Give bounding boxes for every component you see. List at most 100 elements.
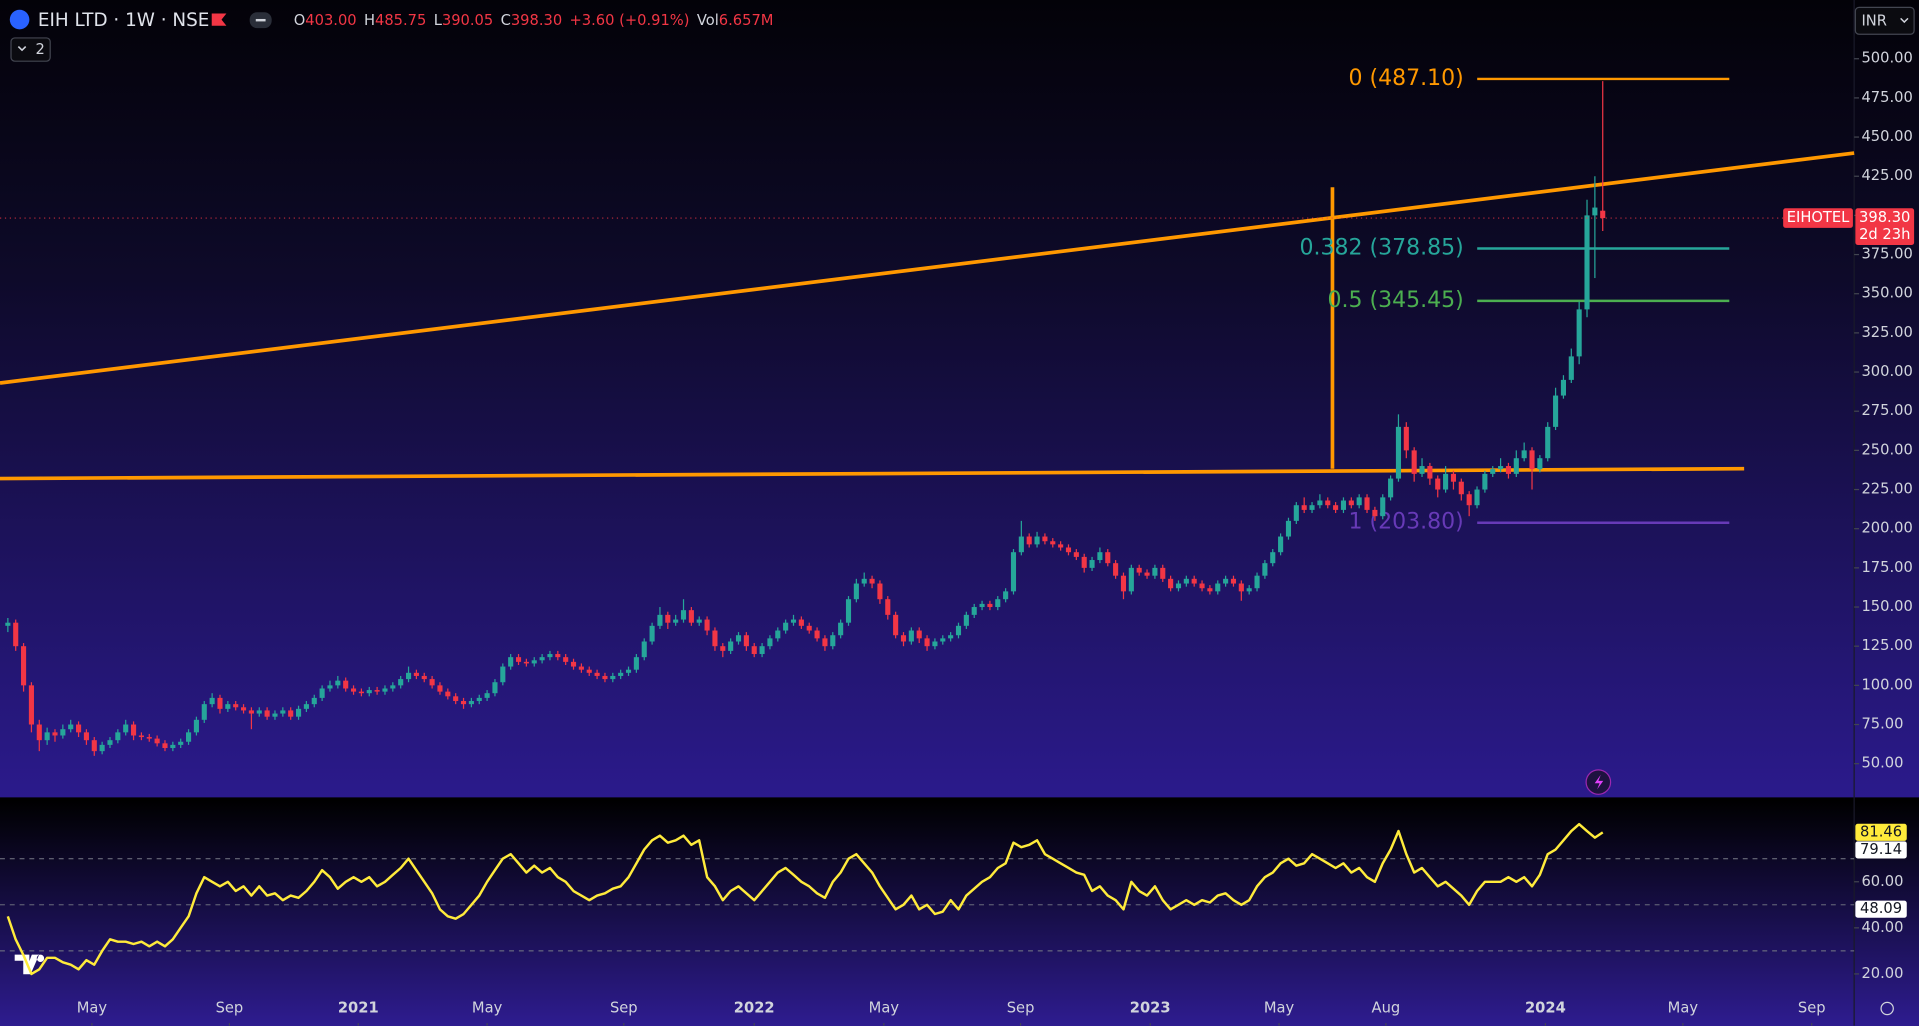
- indicators-toggle[interactable]: [10, 37, 51, 62]
- candle-body: [107, 740, 113, 745]
- x-tick-label: May: [1264, 999, 1295, 1016]
- candle-body: [704, 619, 710, 631]
- candle-body: [1333, 505, 1339, 510]
- candle-body: [1065, 547, 1072, 553]
- candle-body: [178, 741, 184, 745]
- fib-label: 1 (203.80): [1349, 510, 1464, 535]
- candle-body: [1223, 578, 1229, 584]
- candle-body: [1199, 583, 1205, 589]
- candle-body: [955, 625, 962, 636]
- price-tag-bg: [1855, 208, 1915, 245]
- candle-body: [1427, 466, 1433, 479]
- candle-body: [280, 710, 286, 714]
- flag[interactable]: [211, 13, 227, 26]
- candle-body: [76, 724, 82, 733]
- candle-body: [783, 622, 789, 631]
- candle-body: [1419, 466, 1425, 474]
- candle-body: [657, 614, 663, 626]
- y-tick-label: 50.00: [1861, 755, 1903, 772]
- value-tag-bg: [1855, 823, 1907, 841]
- candle-body: [767, 638, 773, 647]
- change: +3.60 (+0.91%): [570, 12, 690, 29]
- candle-body: [877, 583, 883, 600]
- symbol[interactable]: EIH LTD · 1W · NSE: [38, 10, 209, 31]
- x-tick-label: Sep: [1007, 999, 1035, 1016]
- candle-body: [578, 666, 584, 670]
- candle-body: [508, 657, 514, 667]
- candle-body: [625, 669, 632, 673]
- x-tick-label: Sep: [610, 999, 638, 1016]
- candle-body: [547, 654, 553, 658]
- candle-body: [1144, 572, 1150, 576]
- candle-body: [44, 732, 50, 741]
- value: 6.657M: [719, 12, 774, 29]
- candle-body: [555, 654, 561, 658]
- candle-body: [390, 685, 396, 689]
- candle-body: [798, 619, 804, 626]
- candle-body: [688, 610, 694, 623]
- x-tick-label: May: [77, 999, 108, 1016]
- candle-body: [1498, 466, 1504, 470]
- candle-body: [1474, 489, 1480, 506]
- value-tag-bg: [1855, 841, 1907, 859]
- candle-body: [115, 732, 121, 741]
- candle-body: [123, 724, 129, 733]
- candle-body: [154, 738, 160, 744]
- candle-body: [893, 614, 899, 636]
- candle-body: [531, 660, 537, 664]
- candle-body: [162, 743, 168, 749]
- currency-button[interactable]: [1854, 6, 1915, 35]
- rsi-pane: [0, 800, 1919, 1026]
- price-tag: 398.30: [1859, 209, 1910, 226]
- candle-body: [429, 679, 435, 686]
- candle-body: [295, 708, 302, 717]
- candle-body: [170, 744, 176, 749]
- x-tick-label: 2021: [338, 999, 379, 1016]
- candle-body: [900, 635, 907, 642]
- candle-body: [421, 675, 427, 680]
- candle-body: [1081, 556, 1087, 568]
- trendline: [0, 466, 1745, 481]
- value-tag: 79.14: [1860, 841, 1902, 858]
- symbol-tag-bg: [1783, 208, 1853, 228]
- y-tick-label: 100.00: [1861, 676, 1912, 693]
- candle-body: [1128, 567, 1134, 592]
- candle-body: [665, 614, 671, 623]
- hide-icon: [255, 18, 266, 22]
- candle-body: [21, 646, 27, 686]
- candle-body: [1010, 552, 1017, 592]
- lightning: [1594, 774, 1604, 790]
- candle-body: [948, 635, 954, 639]
- candle-body: [240, 707, 247, 711]
- candle-body: [1018, 536, 1024, 553]
- label: L: [434, 12, 443, 29]
- y-tick-label: 75.00: [1861, 716, 1903, 733]
- candle-body: [1230, 578, 1237, 584]
- candle-body: [1097, 552, 1103, 561]
- candle-body: [398, 679, 404, 686]
- candle-body: [1443, 473, 1449, 490]
- candle-body: [712, 630, 718, 647]
- candle-body: [1482, 473, 1488, 490]
- candle-body: [822, 638, 828, 647]
- candle-body: [539, 657, 545, 661]
- candle-body: [36, 724, 42, 741]
- candle-body: [728, 641, 734, 651]
- candle-body: [1537, 458, 1543, 470]
- candle-body: [405, 672, 412, 680]
- candle-body: [1521, 450, 1527, 459]
- x-tick-label: Sep: [216, 999, 244, 1016]
- y-tick-label: 40.00: [1861, 919, 1903, 936]
- candle-body: [201, 704, 207, 720]
- candle-body: [1513, 458, 1519, 474]
- value: 485.75: [375, 12, 426, 29]
- candle-body: [60, 729, 66, 736]
- candle-body: [193, 719, 199, 733]
- settings-icon[interactable]: [1880, 1001, 1894, 1016]
- y-tick-label: 20.00: [1861, 965, 1903, 982]
- symbol-logo[interactable]: [9, 9, 30, 30]
- candle-body: [523, 661, 529, 664]
- candle-body: [790, 619, 797, 623]
- candle-body: [594, 672, 600, 676]
